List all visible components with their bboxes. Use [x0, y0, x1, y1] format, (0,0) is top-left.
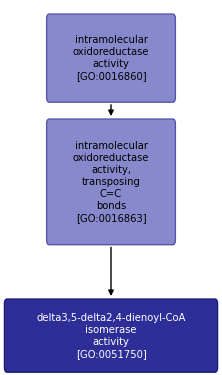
FancyBboxPatch shape	[47, 119, 175, 245]
Text: delta3,5-delta2,4-dienoyl-CoA
isomerase
activity
[GO:0051750]: delta3,5-delta2,4-dienoyl-CoA isomerase …	[36, 313, 186, 358]
FancyBboxPatch shape	[47, 14, 175, 102]
FancyBboxPatch shape	[4, 299, 218, 372]
Text: intramolecular
oxidoreductase
activity,
transposing
C=C
bonds
[GO:0016863]: intramolecular oxidoreductase activity, …	[73, 141, 149, 223]
Text: intramolecular
oxidoreductase
activity
[GO:0016860]: intramolecular oxidoreductase activity […	[73, 35, 149, 81]
